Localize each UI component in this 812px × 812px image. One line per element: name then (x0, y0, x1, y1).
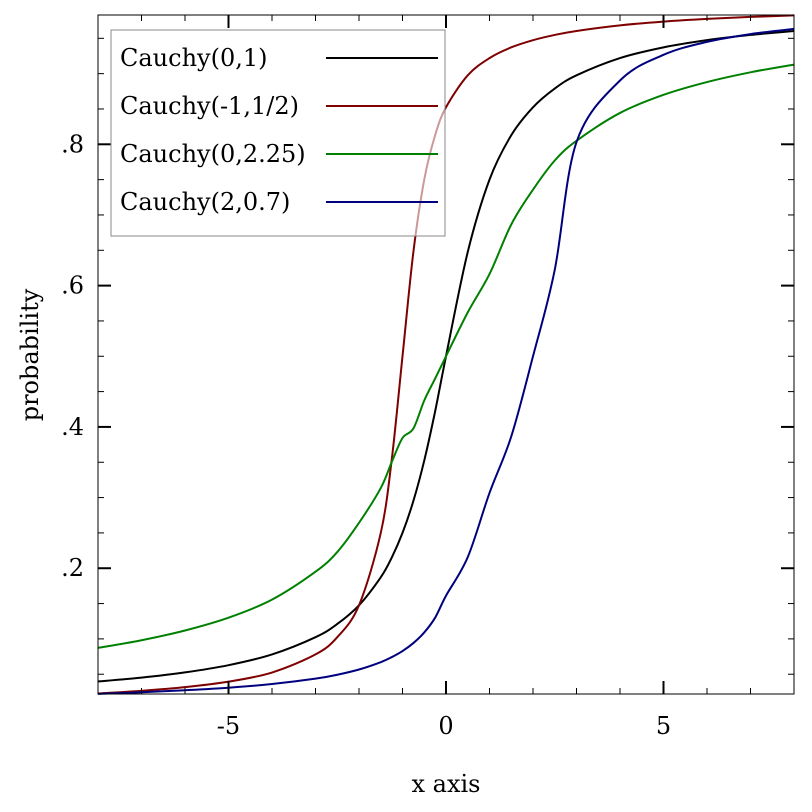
legend-label-1: Cauchy(-1,1/2) (120, 92, 299, 120)
series-line-2 (97, 63, 795, 649)
plot-lines (97, 14, 795, 695)
y-tick-label: .2 (61, 554, 84, 582)
legend-label-0: Cauchy(0,1) (120, 44, 267, 72)
x-tick-label: 0 (438, 712, 453, 740)
x-tick-label: 5 (656, 712, 671, 740)
series-line-3 (97, 27, 795, 695)
y-tick-label: .8 (61, 130, 84, 158)
y-tick-label: .6 (61, 272, 84, 300)
legend-label-3: Cauchy(2,0.7) (120, 188, 290, 216)
y-axis-title: probability (16, 288, 44, 421)
x-tick-label: -5 (217, 712, 240, 740)
y-tick-label: .4 (61, 413, 84, 441)
legend: Cauchy(0,1) Cauchy(-1,1/2) Cauchy(0,2.25) C… (110, 29, 446, 237)
axis-ticks (97, 15, 795, 694)
series-line-0 (97, 29, 795, 683)
legend-label-2: Cauchy(0,2.25) (120, 140, 306, 168)
tick-labels: -5 0 5 .2 .4 .6 .8 (61, 130, 671, 740)
x-axis-title: x axis (412, 770, 481, 798)
